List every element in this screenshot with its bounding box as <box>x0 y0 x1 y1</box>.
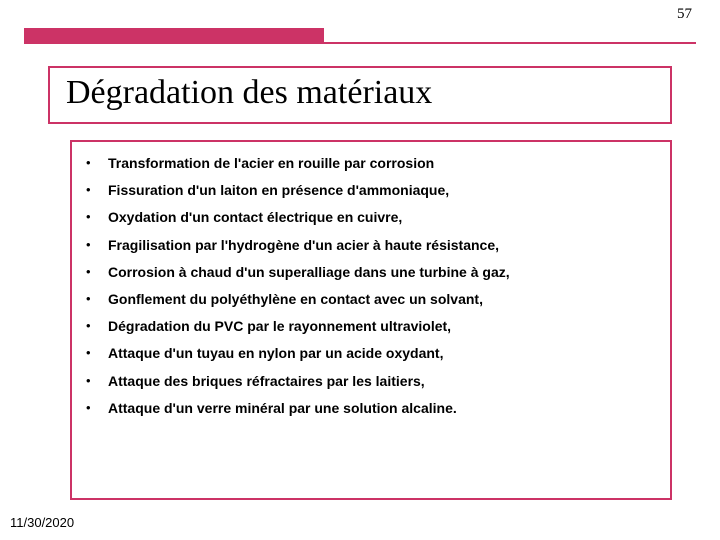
bullet-icon: • <box>86 236 108 254</box>
bullet-text: Corrosion à chaud d'un superalliage dans… <box>108 263 656 281</box>
bullet-text: Gonflement du polyéthylène en contact av… <box>108 290 656 308</box>
bullet-icon: • <box>86 154 108 172</box>
list-item: • Corrosion à chaud d'un superalliage da… <box>86 263 656 281</box>
content-box: • Transformation de l'acier en rouille p… <box>70 140 672 500</box>
bullet-text: Attaque des briques réfractaires par les… <box>108 372 656 390</box>
list-item: • Attaque d'un verre minéral par une sol… <box>86 399 656 417</box>
bullet-text: Fissuration d'un laiton en présence d'am… <box>108 181 656 199</box>
bullet-icon: • <box>86 344 108 362</box>
bullet-text: Dégradation du PVC par le rayonnement ul… <box>108 317 656 335</box>
header-accent-bar <box>24 28 324 42</box>
bullet-icon: • <box>86 263 108 281</box>
bullet-text: Oxydation d'un contact électrique en cui… <box>108 208 656 226</box>
header-rule <box>24 42 696 44</box>
bullet-text: Attaque d'un verre minéral par une solut… <box>108 399 656 417</box>
footer-date: 11/30/2020 <box>10 515 74 530</box>
bullet-icon: • <box>86 399 108 417</box>
bullet-icon: • <box>86 372 108 390</box>
bullet-text: Attaque d'un tuyau en nylon par un acide… <box>108 344 656 362</box>
list-item: • Fragilisation par l'hydrogène d'un aci… <box>86 236 656 254</box>
list-item: • Transformation de l'acier en rouille p… <box>86 154 656 172</box>
slide-title: Dégradation des matériaux <box>66 74 654 112</box>
title-box: Dégradation des matériaux <box>48 66 672 124</box>
list-item: • Oxydation d'un contact électrique en c… <box>86 208 656 226</box>
bullet-icon: • <box>86 290 108 308</box>
bullet-icon: • <box>86 208 108 226</box>
bullet-text: Transformation de l'acier en rouille par… <box>108 154 656 172</box>
list-item: • Dégradation du PVC par le rayonnement … <box>86 317 656 335</box>
list-item: • Fissuration d'un laiton en présence d'… <box>86 181 656 199</box>
list-item: • Gonflement du polyéthylène en contact … <box>86 290 656 308</box>
page-number: 57 <box>677 6 692 23</box>
bullet-text: Fragilisation par l'hydrogène d'un acier… <box>108 236 656 254</box>
bullet-icon: • <box>86 181 108 199</box>
list-item: • Attaque d'un tuyau en nylon par un aci… <box>86 344 656 362</box>
bullet-icon: • <box>86 317 108 335</box>
list-item: • Attaque des briques réfractaires par l… <box>86 372 656 390</box>
